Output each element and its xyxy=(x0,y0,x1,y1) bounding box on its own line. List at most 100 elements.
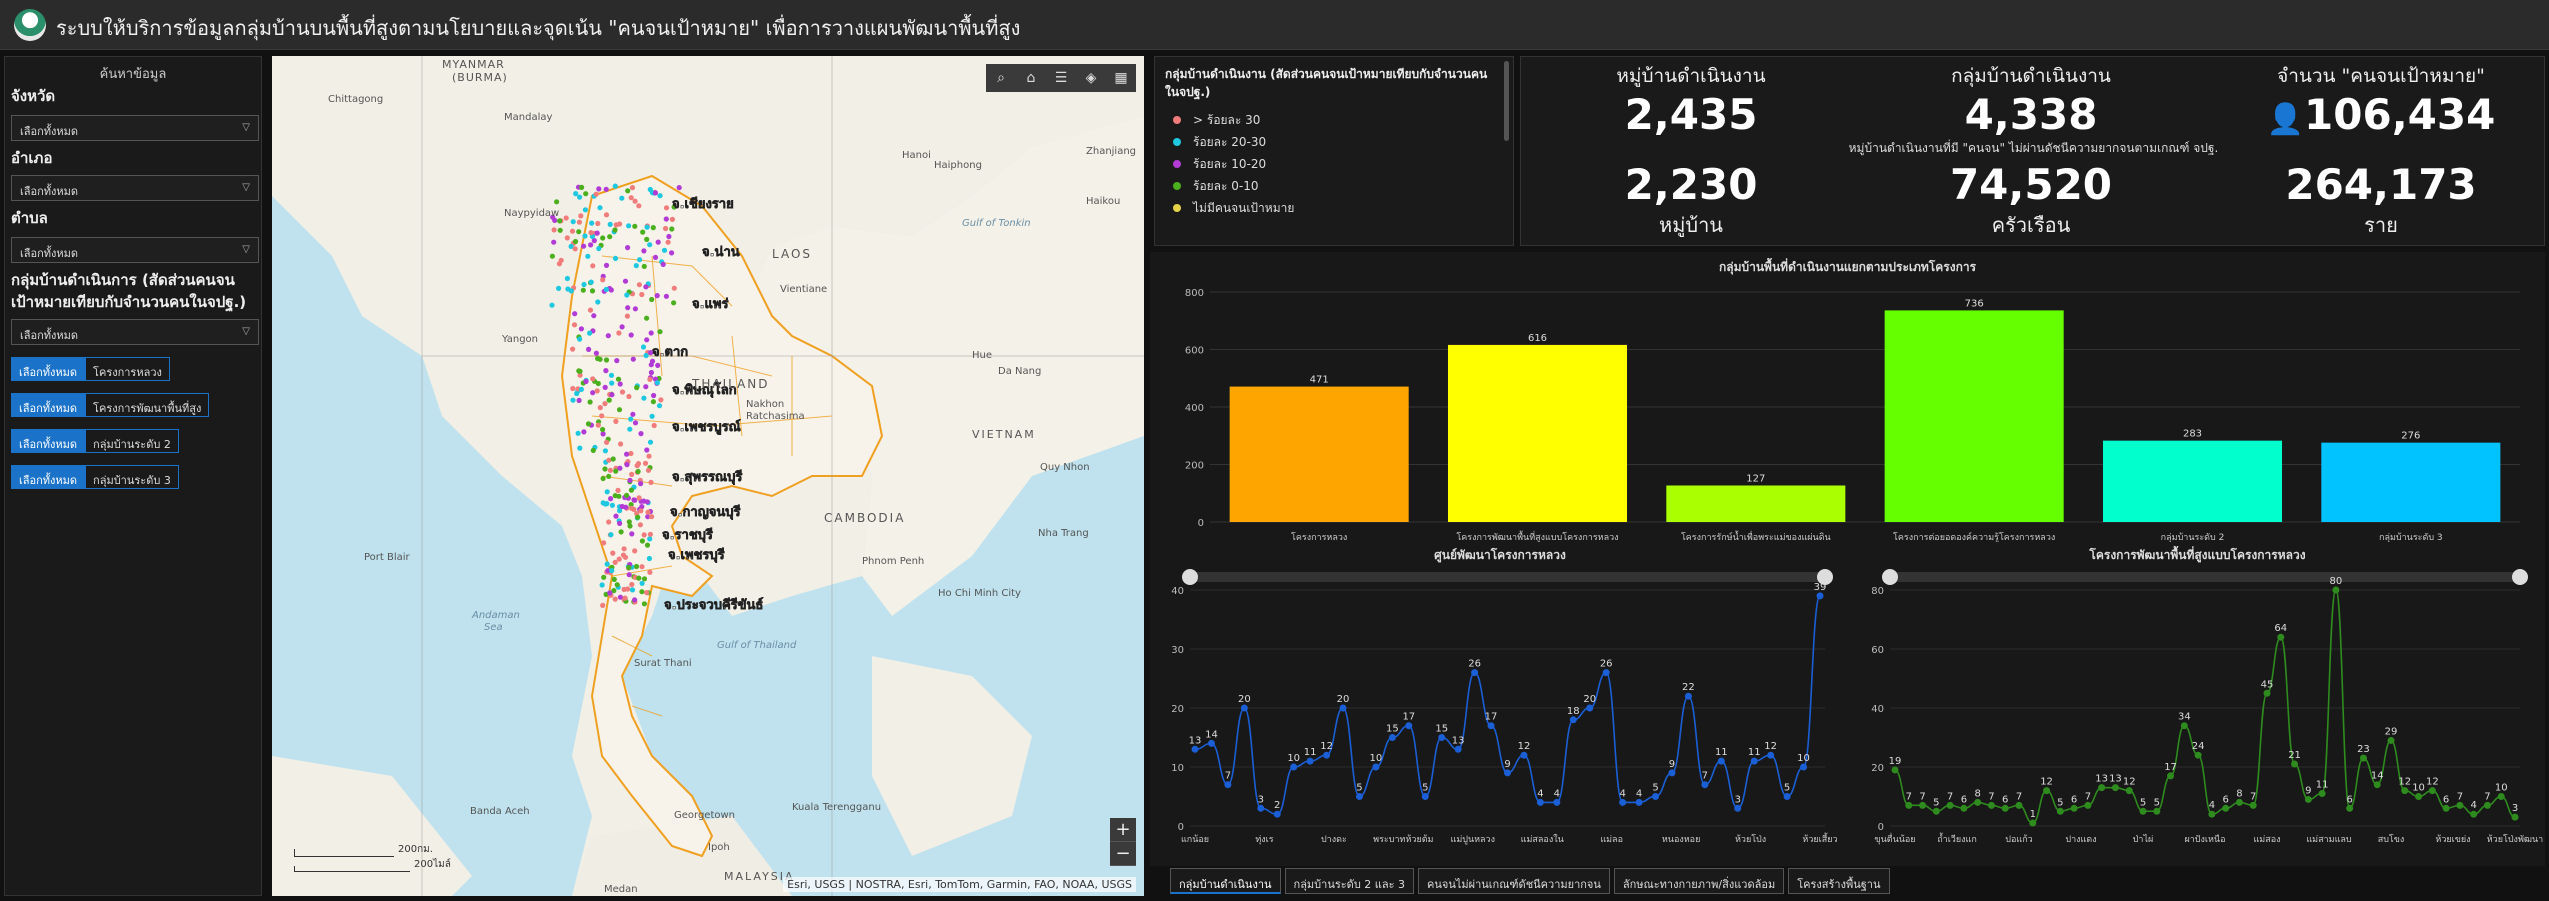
data-point[interactable] xyxy=(1750,757,1758,765)
filter-level-2[interactable]: เลือกทั้งหมด กลุ่มบ้านระดับ 2 xyxy=(11,429,179,453)
data-point[interactable] xyxy=(1536,798,1544,806)
data-point[interactable] xyxy=(1932,807,1940,815)
data-point[interactable] xyxy=(1504,769,1511,777)
data-point[interactable] xyxy=(1224,781,1232,789)
data-point[interactable] xyxy=(1987,801,1995,809)
data-point[interactable] xyxy=(2222,804,2230,812)
data-point[interactable] xyxy=(1960,804,1968,812)
data-point[interactable] xyxy=(2470,810,2478,818)
data-point[interactable] xyxy=(2194,751,2202,759)
data-point[interactable] xyxy=(1602,669,1610,677)
slider-handle-left[interactable] xyxy=(1882,569,1898,585)
data-point[interactable] xyxy=(1569,716,1577,724)
bar[interactable] xyxy=(1447,344,1628,522)
bar[interactable] xyxy=(1666,485,1846,522)
district-select[interactable]: เลือกทั้งหมด ▽ xyxy=(11,175,259,201)
data-point[interactable] xyxy=(1974,798,1982,806)
filter-highland-dev[interactable]: เลือกทั้งหมด โครงการพัฒนาพื้นที่สูง xyxy=(11,393,210,417)
data-point[interactable] xyxy=(2456,801,2464,809)
data-point[interactable] xyxy=(1767,751,1775,759)
data-point[interactable] xyxy=(1946,801,1954,809)
tab-groups[interactable]: กลุ่มบ้านดำเนินงาน xyxy=(1170,868,1281,894)
filter-option[interactable]: โครงการหลวง xyxy=(85,357,170,381)
data-point[interactable] xyxy=(1800,763,1808,771)
map-view[interactable]: จ.เชียงราย จ.น่าน จ.แพร่ จ.ตาก จ.พิษณุโล… xyxy=(272,56,1144,896)
filter-option[interactable]: กลุ่มบ้านระดับ 3 xyxy=(85,465,179,489)
home-icon[interactable]: ⌂ xyxy=(1026,70,1036,86)
layers-icon[interactable]: ◈ xyxy=(1085,70,1097,86)
data-point[interactable] xyxy=(1586,704,1594,712)
bar[interactable] xyxy=(1229,386,1409,522)
data-point[interactable] xyxy=(2180,722,2188,730)
slider-handle-right[interactable] xyxy=(1817,569,1833,585)
tab-infrastructure[interactable]: โครงสร้างพื้นฐาน xyxy=(1788,868,1890,894)
data-point[interactable] xyxy=(1701,781,1709,789)
filter-royal-project[interactable]: เลือกทั้งหมด โครงการหลวง xyxy=(11,357,170,381)
data-point[interactable] xyxy=(2428,787,2436,795)
data-point[interactable] xyxy=(2401,787,2409,795)
data-point[interactable] xyxy=(1339,704,1347,712)
data-point[interactable] xyxy=(1891,766,1899,774)
data-point[interactable] xyxy=(1421,793,1429,800)
data-point[interactable] xyxy=(2070,804,2078,812)
data-point[interactable] xyxy=(2056,807,2064,815)
range-slider[interactable] xyxy=(1190,572,1825,582)
data-point[interactable] xyxy=(2291,760,2299,768)
data-point[interactable] xyxy=(1684,692,1692,700)
data-point[interactable] xyxy=(1355,793,1363,800)
bar[interactable] xyxy=(2321,442,2501,522)
data-point[interactable] xyxy=(2415,793,2423,800)
data-point[interactable] xyxy=(2167,772,2175,780)
data-point[interactable] xyxy=(2304,795,2312,803)
data-point[interactable] xyxy=(2483,801,2491,809)
data-point[interactable] xyxy=(2263,689,2271,697)
data-point[interactable] xyxy=(1388,734,1396,741)
data-point[interactable] xyxy=(1306,757,1314,765)
data-point[interactable] xyxy=(2235,798,2243,806)
filter-option[interactable]: กลุ่มบ้านระดับ 2 xyxy=(85,429,179,453)
data-point[interactable] xyxy=(2043,787,2051,795)
data-point[interactable] xyxy=(2249,801,2257,809)
data-point[interactable] xyxy=(1553,798,1561,806)
data-point[interactable] xyxy=(1290,763,1298,771)
data-point[interactable] xyxy=(1471,669,1479,677)
slider-handle-left[interactable] xyxy=(1182,569,1198,585)
data-point[interactable] xyxy=(2332,586,2340,594)
data-point[interactable] xyxy=(1438,734,1446,741)
filter-level-3[interactable]: เลือกทั้งหมด กลุ่มบ้านระดับ 3 xyxy=(11,465,179,489)
data-point[interactable] xyxy=(1191,745,1199,753)
select-all-button[interactable]: เลือกทั้งหมด xyxy=(11,465,86,489)
data-point[interactable] xyxy=(1668,769,1676,777)
data-point[interactable] xyxy=(1635,798,1643,806)
data-point[interactable] xyxy=(2318,790,2326,798)
slider-handle-right[interactable] xyxy=(2512,569,2528,585)
data-point[interactable] xyxy=(2277,633,2285,641)
tab-poor-index[interactable]: คนจนไม่ผ่านเกณฑ์ดัชนีความยากจน xyxy=(1418,868,1610,894)
province-select[interactable]: เลือกทั้งหมด ▽ xyxy=(11,115,259,141)
tab-physical[interactable]: ลักษณะทางกายภาพ/สิ่งแวดล้อม xyxy=(1613,868,1785,894)
data-point[interactable] xyxy=(2511,813,2519,821)
list-icon[interactable]: ☰ xyxy=(1054,70,1068,86)
data-point[interactable] xyxy=(1454,745,1462,753)
data-point[interactable] xyxy=(2015,801,2023,809)
data-point[interactable] xyxy=(2208,810,2216,818)
data-point[interactable] xyxy=(1372,763,1380,771)
select-all-button[interactable]: เลือกทั้งหมด xyxy=(11,357,86,381)
zoom-out-button[interactable]: − xyxy=(1110,842,1136,866)
data-point[interactable] xyxy=(2125,787,2133,795)
data-point[interactable] xyxy=(1919,801,1927,809)
scrollbar[interactable] xyxy=(1504,61,1509,141)
data-point[interactable] xyxy=(2359,754,2367,762)
data-point[interactable] xyxy=(1323,751,1331,759)
grid-icon[interactable]: ▦ xyxy=(1114,70,1128,86)
range-slider[interactable] xyxy=(1890,572,2520,582)
data-point[interactable] xyxy=(2442,804,2450,812)
subdistrict-select[interactable]: เลือกทั้งหมด ▽ xyxy=(11,237,259,263)
data-point[interactable] xyxy=(2001,804,2009,812)
data-point[interactable] xyxy=(2084,801,2092,809)
data-point[interactable] xyxy=(1207,739,1215,747)
data-point[interactable] xyxy=(2111,784,2119,792)
filter-option[interactable]: โครงการพัฒนาพื้นที่สูง xyxy=(85,393,210,417)
data-point[interactable] xyxy=(1487,722,1495,730)
data-point[interactable] xyxy=(1273,810,1281,818)
